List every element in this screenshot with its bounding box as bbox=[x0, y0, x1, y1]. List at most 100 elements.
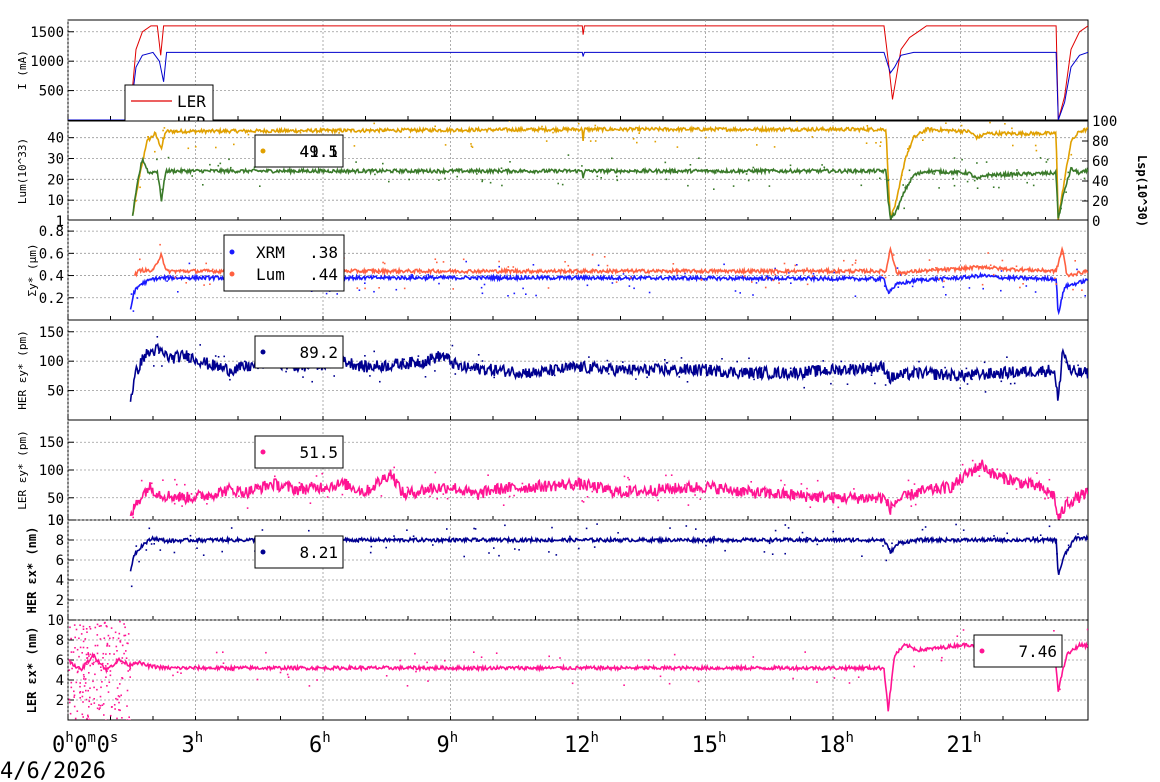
series-dot bbox=[151, 482, 153, 485]
series-dot bbox=[627, 476, 629, 479]
series-dot bbox=[119, 620, 121, 623]
series-dot bbox=[548, 551, 550, 553]
series-dot bbox=[105, 653, 107, 655]
series-dot bbox=[311, 380, 313, 383]
series-dot bbox=[106, 685, 108, 687]
series-dot bbox=[846, 383, 849, 385]
series-dot bbox=[127, 670, 129, 672]
series-dot bbox=[750, 481, 752, 483]
series-dot bbox=[789, 367, 792, 370]
series-dot bbox=[896, 373, 899, 376]
series-dot bbox=[632, 138, 635, 140]
series-dot bbox=[765, 277, 768, 279]
series-dot bbox=[886, 158, 889, 160]
series-dot bbox=[419, 272, 421, 274]
series-dot bbox=[408, 178, 410, 181]
series-dot bbox=[411, 274, 413, 276]
series-dot bbox=[153, 543, 155, 545]
series-dot bbox=[1074, 260, 1076, 262]
series-dot bbox=[504, 524, 506, 527]
series-dot bbox=[804, 651, 806, 653]
series-dot bbox=[341, 493, 344, 496]
series-dot bbox=[650, 278, 652, 280]
series-dot bbox=[780, 479, 782, 482]
series-dot bbox=[531, 129, 534, 131]
series-dot bbox=[444, 659, 446, 662]
series-dot bbox=[85, 698, 88, 701]
series-dot bbox=[119, 683, 121, 685]
right-tick-label: 80 bbox=[1092, 134, 1109, 150]
series-dot bbox=[673, 169, 676, 171]
series-dot bbox=[118, 709, 120, 711]
series-dot bbox=[76, 671, 79, 674]
series-dot bbox=[589, 537, 591, 540]
series-dot bbox=[126, 642, 128, 644]
series-dot bbox=[684, 272, 686, 275]
series-dot bbox=[87, 652, 89, 654]
series-dot bbox=[585, 527, 588, 530]
series-dot bbox=[1045, 161, 1048, 163]
series-dot bbox=[106, 663, 109, 665]
series-dot bbox=[84, 678, 87, 680]
series-dot bbox=[481, 180, 483, 183]
series-dot bbox=[1037, 268, 1039, 270]
series-dot bbox=[521, 482, 524, 485]
series-dot bbox=[100, 625, 102, 627]
series-dot bbox=[439, 357, 442, 360]
series-dot bbox=[879, 494, 881, 496]
series-dot bbox=[121, 677, 123, 679]
series-dot bbox=[325, 485, 328, 488]
series-dot bbox=[119, 641, 122, 643]
series-dot bbox=[962, 629, 965, 631]
series-dot bbox=[336, 293, 338, 295]
series-dot bbox=[86, 717, 88, 720]
series-dot bbox=[285, 370, 287, 373]
y-axis-label: Lum(10^33) bbox=[16, 138, 29, 204]
series-dot bbox=[159, 549, 162, 551]
series-dot bbox=[865, 142, 868, 144]
series-dot bbox=[173, 502, 176, 505]
series-dot bbox=[129, 665, 131, 668]
y-tick-label: 150 bbox=[39, 435, 64, 451]
series-dot bbox=[966, 277, 969, 279]
series-dot bbox=[73, 705, 76, 708]
legend-box bbox=[254, 535, 344, 569]
series-dot bbox=[94, 626, 97, 629]
series-dot bbox=[581, 165, 583, 167]
series-trace-lum_total bbox=[131, 124, 1088, 221]
series-dot bbox=[687, 504, 690, 506]
series-dot bbox=[778, 282, 780, 284]
series-dot bbox=[94, 644, 97, 647]
series-dot bbox=[606, 264, 609, 267]
series-dot bbox=[1019, 132, 1021, 134]
series-dot bbox=[123, 634, 125, 637]
legend-value: 51.5 bbox=[299, 443, 338, 462]
series-dot bbox=[279, 671, 282, 674]
series-dot bbox=[907, 148, 909, 150]
series-dot bbox=[221, 550, 223, 553]
y-tick-label: 0.2 bbox=[39, 291, 64, 307]
series-line-HER bbox=[68, 51, 1088, 120]
x-tick-unit: h bbox=[195, 730, 203, 746]
series-dot bbox=[198, 539, 200, 541]
series-dot bbox=[771, 553, 774, 555]
series-dot bbox=[166, 354, 168, 356]
series-dot bbox=[172, 674, 174, 677]
series-dot bbox=[101, 704, 104, 706]
series-dot bbox=[175, 130, 177, 132]
series-dot bbox=[128, 716, 130, 718]
legend-label: Lum bbox=[256, 265, 285, 284]
series-dot bbox=[952, 177, 954, 180]
series-dot bbox=[1067, 544, 1070, 547]
series-dot bbox=[513, 494, 515, 497]
series-dot bbox=[760, 367, 763, 369]
series-dot bbox=[109, 637, 111, 640]
right-tick-label: 40 bbox=[1092, 174, 1109, 190]
series-dot bbox=[209, 283, 211, 285]
x-tick-label: 21h bbox=[947, 730, 982, 758]
series-dot bbox=[1025, 285, 1028, 287]
x-tick-unit: h bbox=[450, 730, 458, 746]
series-dot bbox=[913, 665, 915, 668]
series-dot bbox=[109, 674, 112, 677]
series-dot bbox=[442, 261, 445, 263]
